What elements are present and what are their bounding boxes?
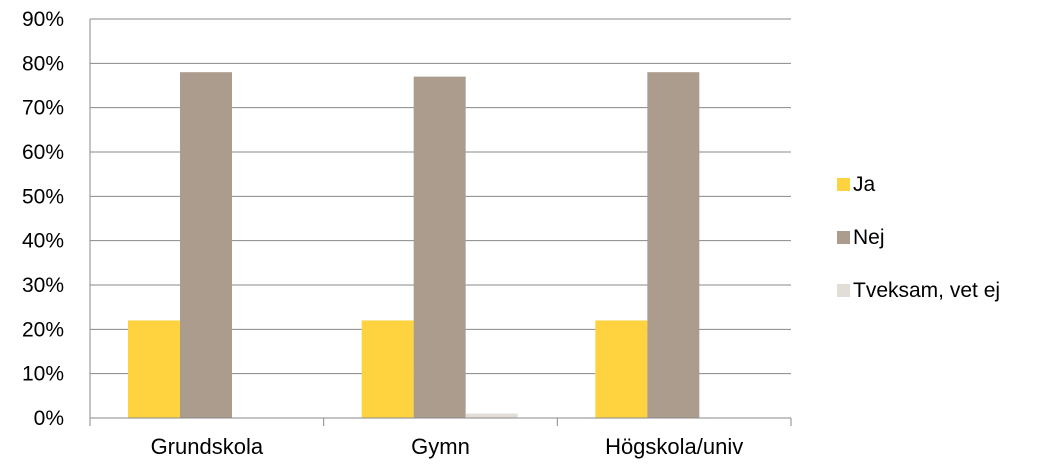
- bar-nej-1: [413, 76, 466, 418]
- y-tick-label: 70%: [22, 97, 64, 120]
- legend-item: Nej: [837, 226, 885, 249]
- bar-ja-1: [361, 320, 414, 418]
- legend-swatch: [837, 178, 850, 191]
- y-tick-label: 0%: [34, 407, 64, 430]
- legend-swatch: [837, 231, 850, 244]
- legend-item: Tveksam, vet ej: [837, 279, 1000, 302]
- y-tick-label: 50%: [22, 185, 64, 208]
- y-tick-labels: 0% 10% 20% 30% 40% 50% 60% 70% 80% 90%: [22, 8, 64, 430]
- legend-label: Nej: [853, 226, 885, 249]
- legend-swatch: [837, 284, 850, 297]
- axes: [89, 19, 792, 426]
- legend-item: Ja: [837, 173, 876, 196]
- y-tick-label: 40%: [22, 230, 64, 253]
- bar-nej-2: [647, 72, 700, 418]
- bar-ja-2: [595, 320, 648, 418]
- legend-label: Tveksam, vet ej: [853, 279, 1000, 302]
- y-tick-label: 90%: [22, 8, 64, 31]
- y-tick-label: 60%: [22, 141, 64, 164]
- x-tick-label: Högskola/univ: [605, 434, 743, 459]
- legend: Ja Nej Tveksam, vet ej: [837, 173, 1000, 302]
- y-tick-label: 20%: [22, 318, 64, 341]
- legend-label: Ja: [853, 173, 876, 196]
- y-tick-label: 80%: [22, 52, 64, 75]
- bars: [128, 72, 700, 418]
- y-tick-label: 30%: [22, 274, 64, 297]
- bar-nej-0: [180, 72, 232, 418]
- bar-ja-0: [128, 320, 180, 418]
- y-tick-label: 10%: [22, 363, 64, 386]
- bar-tveksam-vet-ej-1: [465, 413, 518, 418]
- x-tick-label: Grundskola: [151, 434, 264, 459]
- x-tick-label: Gymn: [411, 434, 470, 459]
- x-tick-labels: Grundskola Gymn Högskola/univ: [151, 434, 744, 459]
